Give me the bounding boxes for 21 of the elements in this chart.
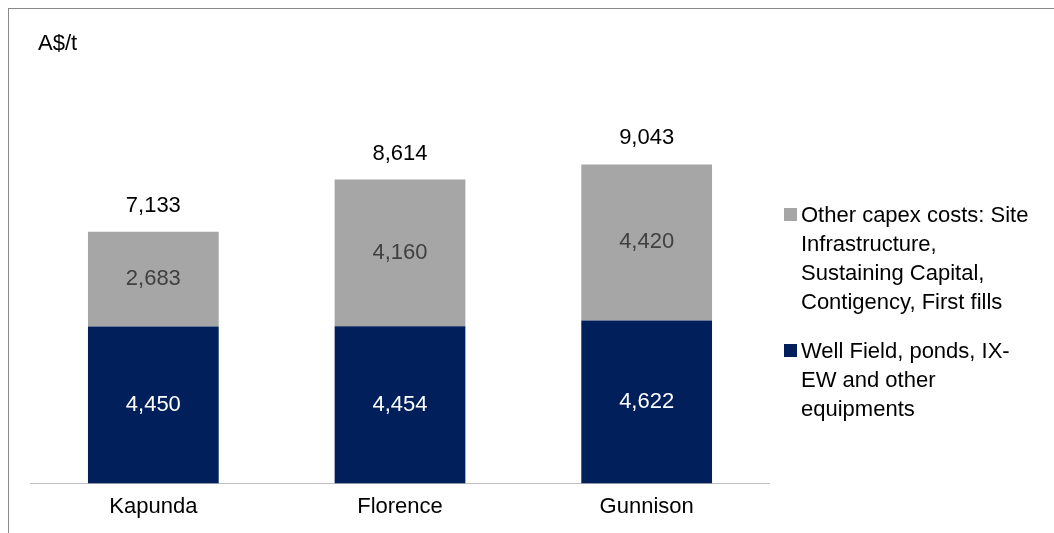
bar	[334, 326, 466, 484]
legend-label: Well Field, ponds, IX-EW and other equipments	[801, 337, 1011, 423]
y-axis-title: A$/t	[38, 30, 78, 56]
total-label: 7,133	[125, 191, 181, 217]
bar	[581, 320, 713, 484]
bar	[87, 326, 219, 484]
total-label: 8,614	[372, 139, 428, 165]
total-label: 9,043	[619, 124, 675, 150]
legend-label: Other capex costs: Site Infrastructure, Sustaining Capital, Contigency, First fills	[801, 201, 1029, 316]
data-label: 4,450	[125, 391, 181, 417]
bar	[334, 179, 466, 327]
bar	[581, 164, 713, 321]
x-tick-label: Florence	[357, 492, 443, 518]
data-label: 4,420	[619, 228, 675, 254]
data-label: 2,683	[125, 265, 181, 291]
x-tick-label: Kapunda	[109, 492, 199, 518]
data-label: 4,160	[372, 239, 428, 265]
data-label: 4,622	[619, 388, 675, 414]
x-tick-label: Gunnison	[599, 492, 694, 518]
bar	[87, 231, 219, 327]
data-label: 4,454	[372, 391, 428, 417]
